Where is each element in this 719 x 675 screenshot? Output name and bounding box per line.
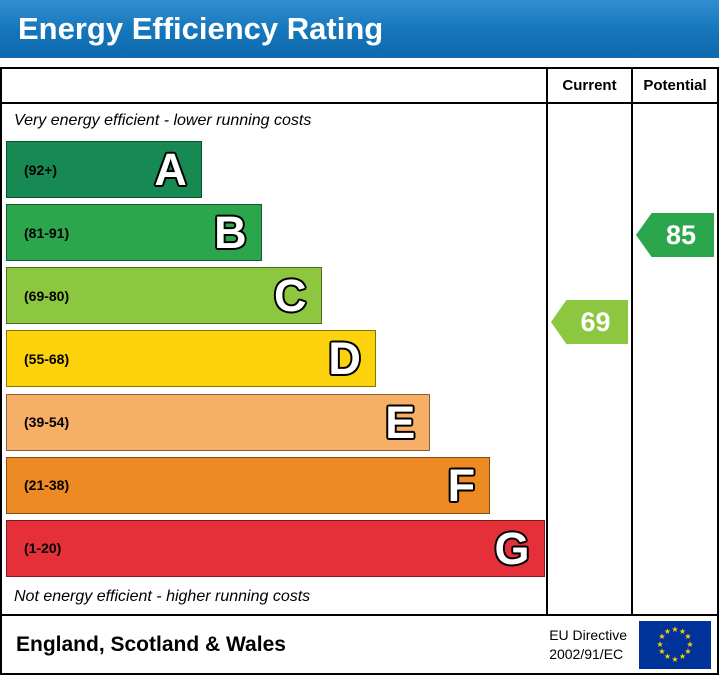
band-range: (1-20) — [24, 540, 62, 557]
eu-flag-star: ★ — [686, 639, 694, 649]
band-letter: E — [385, 396, 416, 448]
current-column-header: Current — [546, 69, 631, 102]
band-bar-f: (21-38) F — [6, 456, 491, 514]
current-rating-value: 69 — [580, 306, 611, 337]
page-title: Energy Efficiency Rating — [18, 11, 384, 46]
band-row: (1-20) G — [2, 517, 546, 580]
band-range: (92+) — [24, 161, 58, 178]
band-letter: D — [328, 333, 361, 385]
top-note: Very energy efficient - lower running co… — [14, 112, 312, 129]
title-bar: Energy Efficiency Rating — [0, 0, 719, 58]
eu-flag-star: ★ — [678, 626, 687, 636]
chart-body: Very energy efficient - lower running co… — [2, 104, 717, 614]
band-letter: G — [494, 522, 530, 574]
band-row: (92+) A — [2, 138, 546, 201]
band-bar-c: (69-80) C — [6, 267, 322, 325]
region-label: England, Scotland & Wales — [16, 632, 286, 656]
band-letter: B — [214, 207, 247, 259]
band-bar-d: (55-68) D — [6, 330, 376, 388]
band-letter: F — [447, 459, 476, 511]
eu-flag-star: ★ — [663, 626, 672, 636]
eu-flag-star: ★ — [658, 632, 666, 641]
eu-directive-line1: EU Directive — [549, 627, 627, 644]
band-range: (55-68) — [24, 350, 70, 367]
band-range: (69-80) — [24, 287, 70, 304]
band-row: (21-38) F — [2, 454, 546, 517]
eu-directive-label: EU Directive 2002/91/EC — [549, 626, 627, 662]
potential-column: 85 — [631, 104, 717, 614]
eu-flag-star: ★ — [684, 632, 692, 641]
band-row: (69-80) C — [2, 264, 546, 327]
potential-rating-value: 85 — [665, 219, 697, 250]
bands-area: Very energy efficient - lower running co… — [2, 104, 546, 614]
eu-flag-star: ★ — [671, 654, 679, 664]
bottom-note: Not energy efficient - higher running co… — [14, 587, 311, 605]
eu-flag: ★ ★ ★ ★ ★ ★ ★ ★ ★ ★ ★ ★ — [639, 620, 711, 669]
eu-directive-line2: 2002/91/EC — [549, 645, 624, 662]
eu-flag-star: ★ — [671, 624, 679, 634]
header-spacer — [2, 69, 546, 102]
footer: England, Scotland & Wales EU Directive 2… — [2, 614, 717, 673]
band-letter: A — [154, 144, 187, 196]
band-range: (81-91) — [24, 224, 70, 241]
band-row: (55-68) D — [2, 327, 546, 390]
band-bar-e: (39-54) E — [6, 393, 431, 451]
band-bar-a: (92+) A — [6, 141, 202, 199]
band-range: (21-38) — [24, 477, 70, 494]
eu-flag-star: ★ — [656, 639, 664, 649]
eu-flag-star: ★ — [658, 647, 666, 656]
band-row: (39-54) E — [2, 391, 546, 454]
current-column: 69 — [546, 104, 631, 614]
eu-flag-star: ★ — [684, 647, 692, 656]
chart-frame: Current Potential Very energy efficient … — [0, 67, 719, 675]
band-range: (39-54) — [24, 414, 70, 431]
potential-column-header: Potential — [631, 69, 717, 102]
column-header-row: Current Potential — [2, 69, 717, 104]
band-letter: C — [274, 270, 307, 322]
current-rating-pointer: 69 — [551, 300, 628, 344]
band-bar-g: (1-20) G — [6, 519, 545, 577]
band-bar-b: (81-91) B — [6, 204, 262, 262]
eu-flag-star: ★ — [678, 652, 687, 662]
eu-flag-star: ★ — [663, 652, 672, 662]
potential-rating-pointer: 85 — [636, 213, 714, 257]
band-row: (81-91) B — [2, 201, 546, 264]
